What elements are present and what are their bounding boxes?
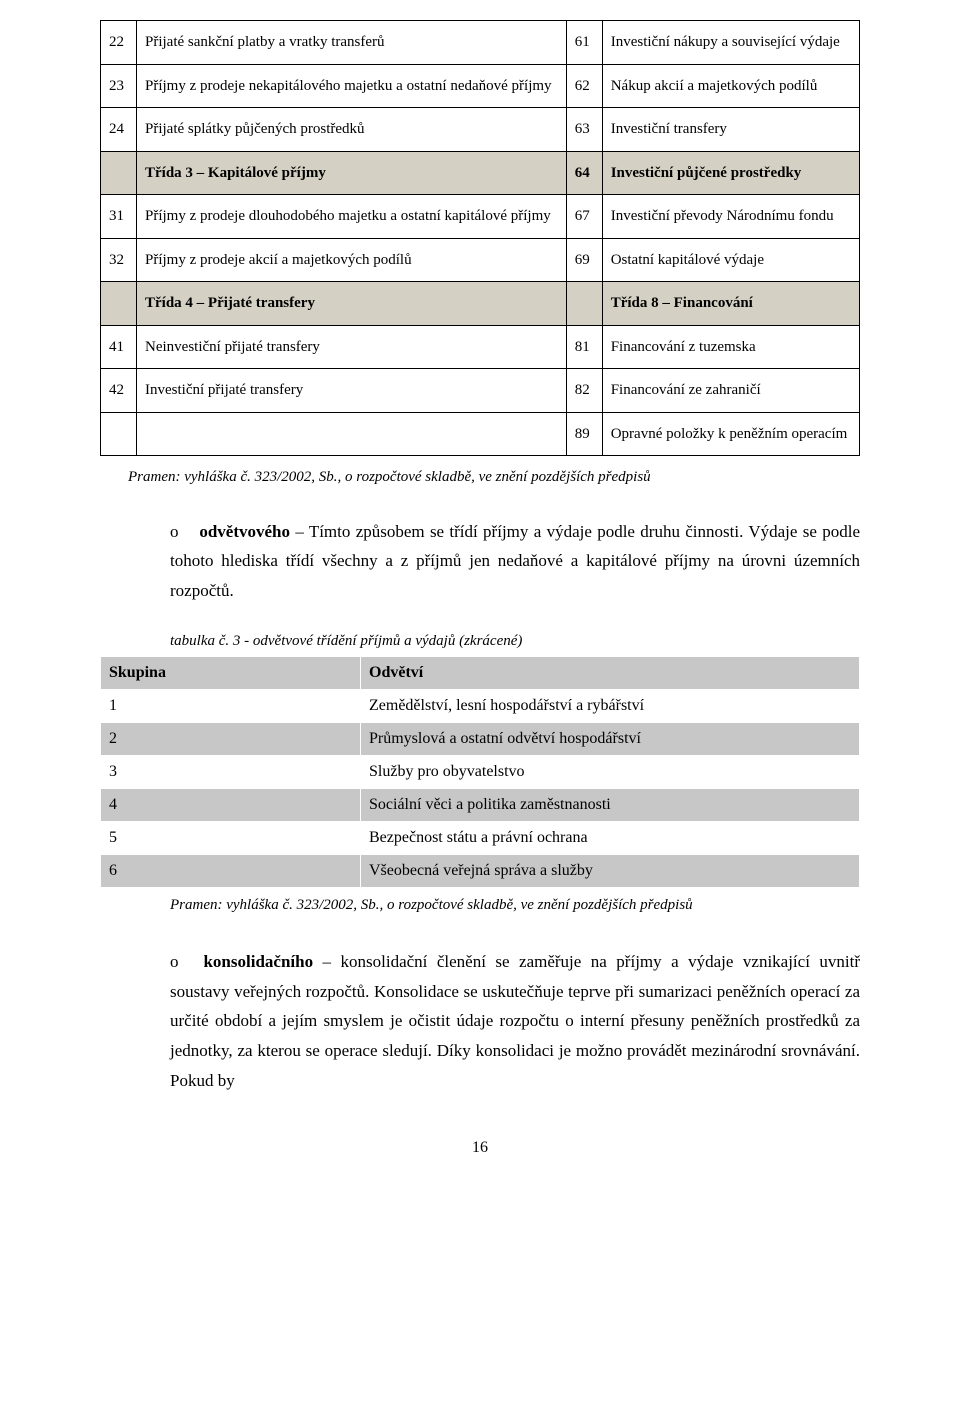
table-cell: 5	[101, 822, 361, 855]
table-cell: Průmyslová a ostatní odvětví hospodářstv…	[361, 723, 860, 756]
table-cell: 41	[101, 325, 137, 369]
table-cell: Přijaté splátky půjčených prostředků	[137, 108, 567, 152]
table-row: 31Příjmy z prodeje dlouhodobého majetku …	[101, 195, 860, 239]
table-cell: Přijaté sankční platby a vratky transfer…	[137, 21, 567, 65]
table-cell: 89	[566, 412, 602, 456]
table-cell: Investiční půjčené prostředky	[602, 151, 859, 195]
table-cell: Investiční transfery	[602, 108, 859, 152]
table-cell: 69	[566, 238, 602, 282]
table-cell	[566, 282, 602, 326]
paragraph-odvetvove: o odvětvového – Tímto způsobem se třídí …	[170, 517, 860, 606]
table-cell: 42	[101, 369, 137, 413]
table-cell: Nákup akcií a majetkových podílů	[602, 64, 859, 108]
sector-table: SkupinaOdvětví1Zemědělství, lesní hospod…	[100, 656, 860, 888]
table-cell: Příjmy z prodeje nekapitálového majetku …	[137, 64, 567, 108]
table-cell: 63	[566, 108, 602, 152]
table-header-row: SkupinaOdvětví	[101, 657, 860, 690]
table-row: 5Bezpečnost státu a právní ochrana	[101, 822, 860, 855]
table-cell: Investiční přijaté transfery	[137, 369, 567, 413]
table-row: Třída 4 – Přijaté transfery Třída 8 – Fin…	[101, 282, 860, 326]
table-cell	[101, 282, 137, 326]
table-cell: 22	[101, 21, 137, 65]
table-row: 6Všeobecná veřejná správa a služby	[101, 855, 860, 888]
table-cell: Služby pro obyvatelstvo	[361, 756, 860, 789]
table1-source: Pramen: vyhláška č. 323/2002, Sb., o roz…	[128, 466, 860, 489]
table-row: 2Průmyslová a ostatní odvětví hospodářst…	[101, 723, 860, 756]
table2-caption: tabulka č. 3 - odvětvové třídění příjmů …	[170, 630, 860, 653]
table-cell: 61	[566, 21, 602, 65]
table-cell: 23	[101, 64, 137, 108]
table-cell: Investiční převody Národnímu fondu	[602, 195, 859, 239]
table-cell: 6	[101, 855, 361, 888]
table-cell: 82	[566, 369, 602, 413]
table-cell: Třída 4 – Přijaté transfery	[137, 282, 567, 326]
table-cell: 64	[566, 151, 602, 195]
table-cell: 81	[566, 325, 602, 369]
table-cell: Třída 3 – Kapitálové příjmy	[137, 151, 567, 195]
table-cell: Sociální věci a politika zaměstnanosti	[361, 789, 860, 822]
table-cell: 24	[101, 108, 137, 152]
table-cell: Neinvestiční přijaté transfery	[137, 325, 567, 369]
table2-source: Pramen: vyhláška č. 323/2002, Sb., o roz…	[170, 894, 860, 917]
bullet-icon: o	[170, 517, 194, 547]
table-cell: Bezpečnost státu a právní ochrana	[361, 822, 860, 855]
table-cell: Opravné položky k peněžním operacím	[602, 412, 859, 456]
table-cell: Příjmy z prodeje akcií a majetkových pod…	[137, 238, 567, 282]
table-cell: Ostatní kapitálové výdaje	[602, 238, 859, 282]
table-cell: 62	[566, 64, 602, 108]
paragraph-konsolidacni: o konsolidačního – konsolidační členění …	[170, 947, 860, 1096]
table-row: Třída 3 – Kapitálové příjmy64Investiční …	[101, 151, 860, 195]
table-cell: 1	[101, 690, 361, 723]
table-cell: 67	[566, 195, 602, 239]
table-cell	[101, 151, 137, 195]
table-cell: 32	[101, 238, 137, 282]
table-header-cell: Skupina	[101, 657, 361, 690]
para2-rest: – konsolidační členění se zaměřuje na př…	[170, 952, 860, 1090]
para1-lead: odvětvového	[199, 522, 290, 541]
table-cell: 4	[101, 789, 361, 822]
table-row: 24Přijaté splátky půjčených prostředků63…	[101, 108, 860, 152]
table-cell: Zemědělství, lesní hospodářství a rybářs…	[361, 690, 860, 723]
table-cell: 2	[101, 723, 361, 756]
table-cell: Investiční nákupy a související výdaje	[602, 21, 859, 65]
table-cell: Financování z tuzemska	[602, 325, 859, 369]
table-cell: Financování ze zahraničí	[602, 369, 859, 413]
table-row: 22Přijaté sankční platby a vratky transf…	[101, 21, 860, 65]
table-cell: 3	[101, 756, 361, 789]
table-cell: 31	[101, 195, 137, 239]
table-cell: Příjmy z prodeje dlouhodobého majetku a …	[137, 195, 567, 239]
table-row: 3Služby pro obyvatelstvo	[101, 756, 860, 789]
bullet-icon: o	[170, 947, 194, 977]
para2-lead: konsolidačního	[203, 952, 313, 971]
table-row: 4Sociální věci a politika zaměstnanosti	[101, 789, 860, 822]
table-cell	[137, 412, 567, 456]
table-cell: Všeobecná veřejná správa a služby	[361, 855, 860, 888]
table-row: 89Opravné položky k peněžním operacím	[101, 412, 860, 456]
table-row: 32Příjmy z prodeje akcií a majetkových p…	[101, 238, 860, 282]
table-row: 1Zemědělství, lesní hospodářství a rybář…	[101, 690, 860, 723]
table-cell	[101, 412, 137, 456]
table-row: 41Neinvestiční přijaté transfery81Financ…	[101, 325, 860, 369]
table-cell: Třída 8 – Financování	[602, 282, 859, 326]
table-row: 23Příjmy z prodeje nekapitálového majetk…	[101, 64, 860, 108]
budget-class-table: 22Přijaté sankční platby a vratky transf…	[100, 20, 860, 456]
page-number: 16	[100, 1136, 860, 1160]
table-header-cell: Odvětví	[361, 657, 860, 690]
table-row: 42Investiční přijaté transfery82Financov…	[101, 369, 860, 413]
